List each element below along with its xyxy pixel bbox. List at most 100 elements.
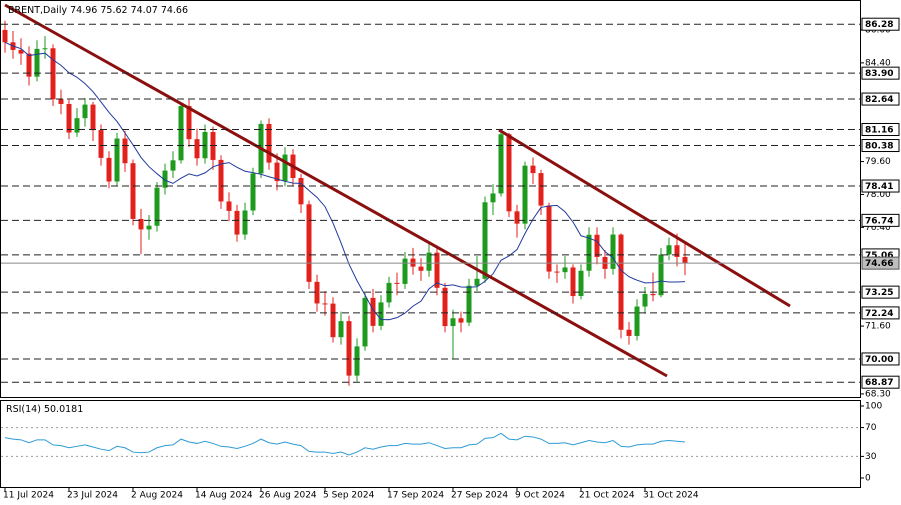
candle-body [554,271,560,273]
candle-body [610,234,616,269]
candle-body [274,162,280,182]
level-box [861,92,900,106]
x-tick-label: 21 Oct 2024 [579,491,635,501]
candle-body [450,318,456,327]
trend-line [4,3,668,378]
price-plot [2,20,688,386]
low-value: 74.07 [131,5,158,16]
high-value: 75.62 [100,5,127,16]
level-box [861,213,900,227]
y-tick-label: 70 [865,423,877,433]
rsi-name: RSI(14) [6,404,41,415]
y-tick-label: 100 [865,401,882,411]
candle-body [146,225,152,230]
candle-body [266,123,272,163]
level-label: 76.74 [865,216,893,226]
candle-body [218,159,224,202]
x-tick-label: 17 Sep 2024 [387,491,444,501]
candle-body [458,318,464,323]
candle-body [658,254,664,296]
candle-body [426,252,432,271]
candle-body [346,321,352,376]
close-value: 74.66 [161,5,188,16]
candle-body [538,173,544,206]
candle-body [634,306,640,336]
price-label: 74.66 [865,259,893,269]
x-tick-label: 23 Jul 2024 [67,491,118,501]
candle-body [578,270,584,297]
candle-body [66,103,72,133]
candle-body [482,202,488,279]
candle-body [90,104,96,131]
candle-body [242,210,248,235]
level-box [861,122,900,136]
level-label: 68.87 [865,378,893,388]
level-label: 86.28 [865,20,893,30]
candle-body [442,287,448,327]
rsi-line [4,432,686,456]
y-tick-label: 30 [865,452,877,462]
y-tick-label: 68.30 [865,389,891,399]
open-value: 74.96 [70,5,97,16]
candle-body [562,267,568,273]
candle-body [130,163,136,219]
candle-body [234,210,240,235]
price-panel [0,0,861,398]
candle-body [506,134,512,212]
y-tick-label: 79.60 [865,157,891,167]
level-box [861,179,900,193]
candle-body [58,99,64,104]
level-box [861,285,900,299]
level-label: 70.00 [865,355,893,365]
candle-body [434,252,440,288]
candle-body [378,302,384,326]
x-tick-label: 11 Jul 2024 [3,491,54,501]
x-tick-label: 2 Aug 2024 [131,491,183,501]
candle-body [394,282,400,284]
candle-body [322,303,328,305]
candle-body [114,138,120,182]
trend-line [498,128,791,308]
candle-body [82,104,88,119]
candle-body [314,281,320,304]
level-box [861,17,900,31]
x-tick-label: 14 Aug 2024 [195,491,253,501]
candle-body [106,157,112,182]
y-tick-label: 84.40 [865,58,891,68]
candle-body [474,278,480,286]
candle-body [490,193,496,203]
x-tick-label: 31 Oct 2024 [643,491,699,501]
candle-body [666,245,672,255]
level-label: 80.38 [865,142,893,152]
candle-body [402,258,408,284]
candle-body [626,329,632,336]
moving-average [4,41,686,321]
candle-body [226,201,232,211]
candle-body [682,256,688,264]
candle-body [42,48,48,50]
candle-body [586,234,592,271]
candle-body [498,134,504,194]
candle-body [250,173,256,211]
candle-body [594,234,600,257]
x-tick-label: 9 Oct 2024 [515,491,565,501]
candle-body [282,154,288,182]
y-tick-label: 0 [865,473,871,483]
candle-body [26,53,32,77]
candle-body [522,165,528,224]
level-box [861,66,900,80]
level-label: 73.25 [865,288,893,298]
level-box [861,375,900,389]
candle-body [338,321,344,338]
candle-body [50,48,56,100]
candle-body [642,293,648,307]
candle-body [466,285,472,323]
candle-body [674,245,680,257]
candle-body [186,106,192,140]
candle-body [2,29,8,43]
candle-body [98,130,104,158]
level-label: 81.16 [865,125,893,135]
candle-body [154,187,160,226]
symbol: BRENT,Daily [8,5,67,16]
